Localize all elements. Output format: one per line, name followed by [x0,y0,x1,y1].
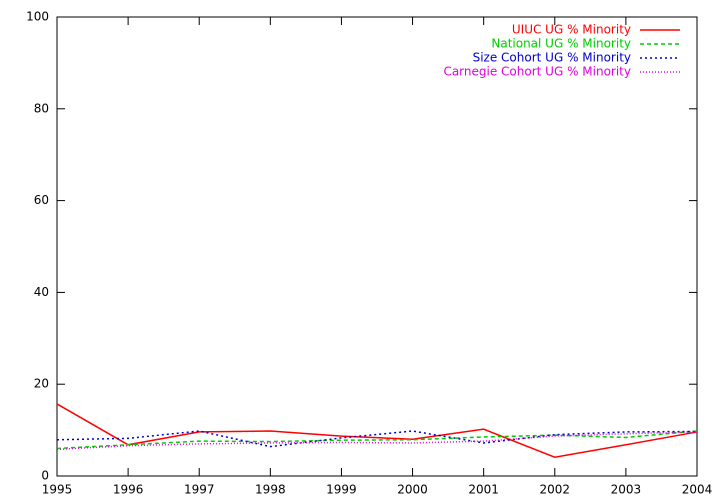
y-tick-label: 60 [34,193,49,207]
plot-frame [56,16,698,477]
legend-label: Size Cohort UG % Minority [473,51,631,65]
legend-label: UIUC UG % Minority [512,23,631,37]
legend-label: Carnegie Cohort UG % Minority [443,65,631,79]
series-line [56,430,698,448]
x-tick-label: 2002 [540,483,571,497]
x-tick-label: 2003 [611,483,642,497]
x-tick-label: 2001 [468,483,499,497]
series-line [56,403,698,458]
x-tick-label: 1996 [113,483,144,497]
legend-label: National UG % Minority [491,37,631,51]
y-tick-label: 80 [34,101,49,115]
x-tick-label: 1997 [184,483,215,497]
x-tick-label: 1999 [326,483,357,497]
x-tick-label: 2004 [682,483,713,497]
x-tick-label: 1995 [42,483,73,497]
y-tick-label: 0 [41,469,49,483]
y-tick-label: 40 [34,285,49,299]
y-tick-label: 100 [26,10,49,24]
y-tick-label: 20 [34,377,49,391]
x-tick-label: 2000 [397,483,428,497]
series-line [56,430,698,450]
x-tick-label: 1998 [255,483,286,497]
